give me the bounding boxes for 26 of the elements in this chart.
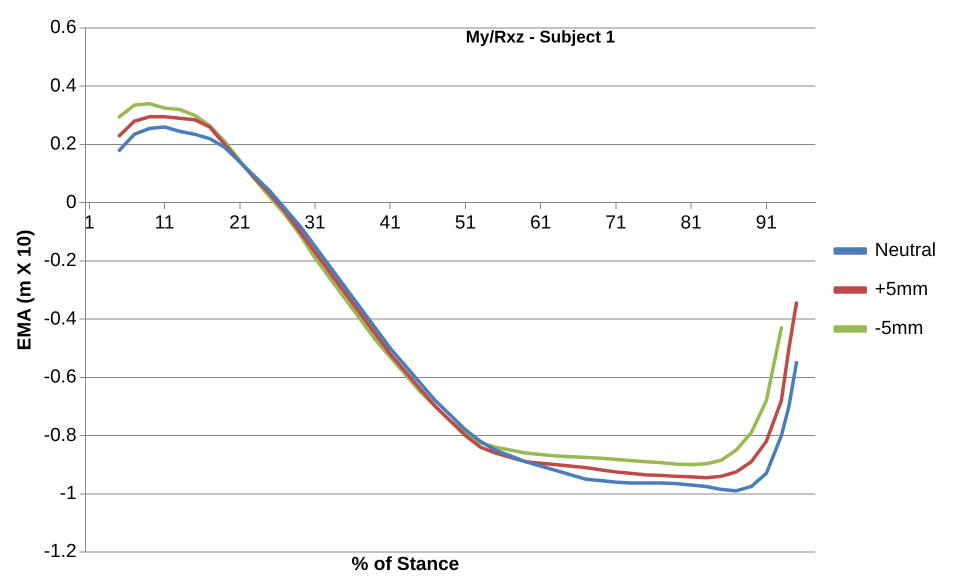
chart-title: My/Rxz - Subject 1: [466, 28, 616, 47]
y-tick-label: -0.6: [44, 366, 77, 388]
x-tick-label: 91: [756, 212, 777, 234]
y-tick-label: 0.6: [50, 17, 77, 38]
y-tick-label: -1.2: [44, 541, 77, 562]
x-axis-title: % of Stance: [352, 554, 460, 576]
x-tick-label: 51: [454, 212, 476, 234]
x-tick-label: 81: [680, 212, 702, 234]
x-tick-label: 41: [380, 212, 401, 234]
legend-label: -5mm: [874, 318, 924, 340]
x-tick-label: 71: [605, 212, 626, 234]
x-tick-label: 31: [304, 212, 326, 234]
x-tick-label: 11: [154, 212, 174, 234]
x-tick-label: 61: [530, 212, 552, 234]
y-tick-label: 0.4: [50, 75, 77, 96]
legend-label: +5mm: [874, 279, 928, 300]
legend-label: Neutral: [874, 240, 936, 262]
y-tick-label: -1: [60, 483, 77, 504]
y-tick-label: 0.2: [50, 134, 77, 155]
x-tick-label: 21: [229, 212, 250, 234]
x-tick-label: 1: [84, 212, 95, 234]
y-tick-label: 0: [66, 192, 77, 213]
y-tick-label: -0.8: [44, 424, 77, 446]
y-axis-title: EMA (m X 10): [14, 230, 36, 350]
y-tick-label: -0.2: [44, 250, 77, 272]
y-tick-label: -0.4: [44, 308, 77, 330]
